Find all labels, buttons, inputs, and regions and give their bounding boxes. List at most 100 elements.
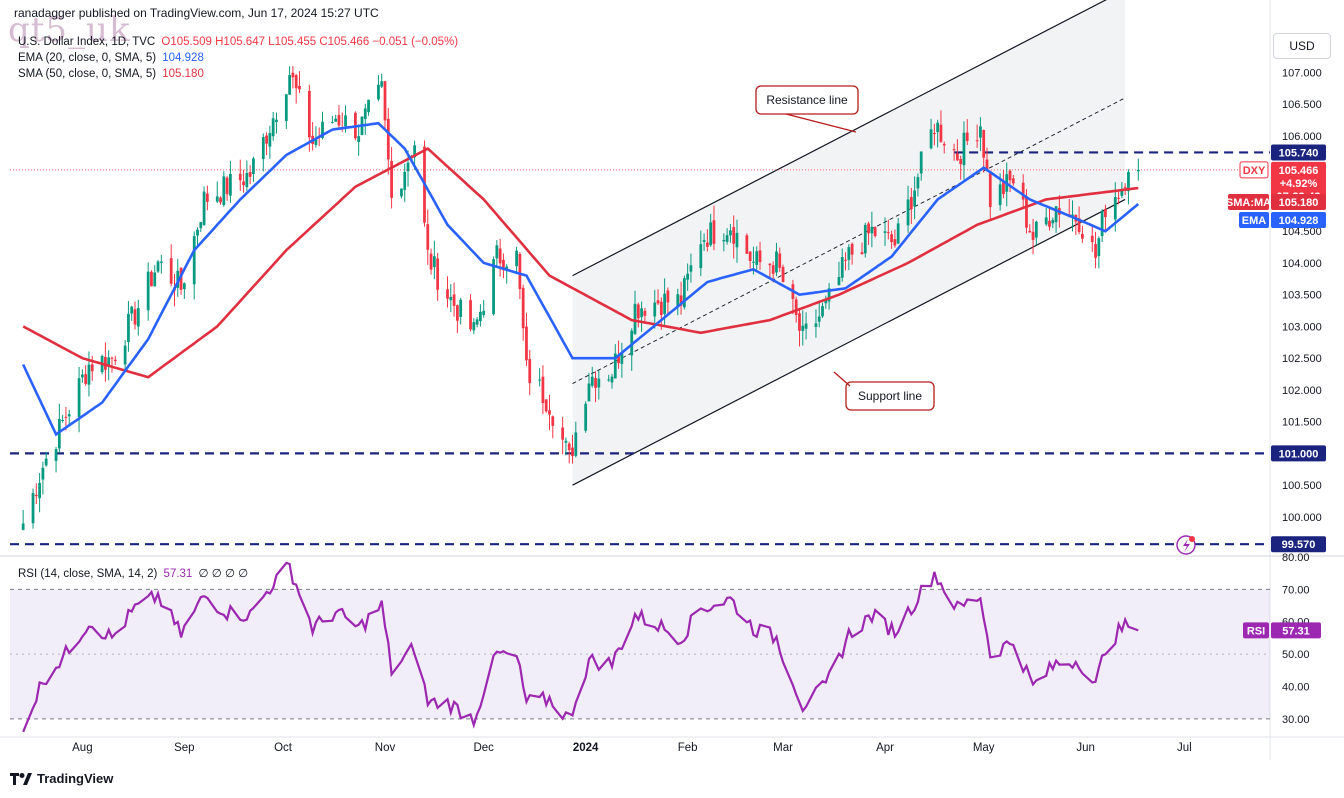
candle-body [337,114,341,126]
candle-body [837,277,841,286]
rsi-line [22,561,1139,733]
candle-body [590,376,594,386]
candle-body [242,181,245,186]
price-tag-level-box [1271,536,1326,553]
candle-body [676,294,680,307]
resistance-callout-box [755,85,859,115]
candle-body [544,399,548,412]
ema20-line [22,121,1140,437]
candle-body [909,197,913,210]
price-tag-sma-name-label: SMA:MA [1226,197,1271,209]
price-tick-label: 100.000 [1282,512,1322,524]
candle-body [929,129,933,149]
alert-icon-dot [1189,536,1195,542]
legend-ohlc: O105.509 H105.647 L105.455 C105.466 −0.0… [161,36,459,48]
candle-body [377,84,380,100]
time-tick-label: May [973,742,995,754]
candle-body [475,319,479,325]
candle-body [840,257,844,278]
price-tag-sma-name-box [1228,194,1269,211]
candle-body [890,234,893,243]
candle-body [1127,171,1130,192]
time-tick-label: Feb [678,742,698,754]
candle-body [959,158,963,165]
candle-body [844,259,847,261]
support-callout-label: Support line [858,389,922,403]
candle-body [610,376,614,383]
candle-body [847,247,851,260]
candle-body [1094,244,1097,258]
candle-body [827,288,831,302]
legend-ema-value: 104.928 [162,52,204,64]
price-tag-level-box [1271,445,1326,462]
candle-body [403,171,407,190]
candle-body [893,239,897,246]
time-tick-label: Sep [174,742,194,754]
candle-body [505,266,509,270]
candle-body [357,136,361,143]
candle-body [607,379,611,381]
candle-body [1097,238,1101,257]
candle-body [104,356,107,370]
candle-body [298,85,301,90]
price-tag-last-box [1271,161,1326,178]
candle-body [199,222,203,229]
tradingview-brand[interactable]: TradingView [10,771,113,786]
price-tag-sma-box [1271,194,1326,211]
price-tick-label: 104.000 [1282,258,1322,270]
candle-body [268,132,272,147]
candle-body [916,177,920,189]
resistance-callout-pointer [785,113,857,133]
candle-body [896,223,900,244]
candle-body [663,293,667,315]
candle-body [123,345,127,365]
candle-body [113,359,117,362]
candle-body [906,199,910,226]
candle-body [1117,197,1120,199]
price-tag-sma-label: 105.180 [1279,197,1319,209]
candle-body [988,173,992,208]
candle-body [1100,211,1104,237]
legend-rsi-row[interactable]: RSI (14, close, SMA, 14, 2) 57.31 ∅ ∅ ∅ … [18,566,251,580]
price-tag-symbol-label: DXY [1243,165,1266,177]
candle-body [479,311,482,322]
candle-body [873,227,877,237]
legend-sma-row[interactable]: SMA (50, close, 0, SMA, 5) 105.180 [18,68,207,80]
candle-body [748,251,752,261]
candle-body [594,378,597,388]
candle-body [686,273,690,280]
candle-body [222,176,226,206]
candle-body [640,308,643,318]
price-tag-level-label: 101.000 [1279,448,1319,460]
candle-body [525,326,528,361]
candle-body [584,403,588,431]
candle-body [498,248,502,264]
candle-body [1008,170,1012,181]
time-tick-label: Aug [72,742,92,754]
legend-symbol-row[interactable]: U.S. Dollar Index, 1D, TVC O105.509 H105… [18,36,461,48]
candle-body [265,135,268,144]
rsi-name-tag-label: RSI [1247,625,1265,637]
currency-button[interactable]: USD [1273,33,1331,59]
legend-ema-row[interactable]: EMA (20, close, 0, SMA, 5) 104.928 [18,52,207,64]
price-tick-label: 102.500 [1282,353,1322,365]
candle-body [156,261,160,272]
candle-body [1123,186,1127,188]
candle-body [1021,182,1025,200]
candle-body [817,316,821,322]
price-tag-symbol-box [1239,161,1269,179]
candle-body [870,226,874,234]
rsi-name-tag-box [1243,622,1269,639]
candle-body [564,440,568,443]
candle-body [291,72,295,78]
candle-body [699,244,703,269]
candle-body [1054,206,1058,223]
candle-body [146,271,150,311]
candle-body [804,323,808,329]
candle-body [169,258,173,284]
candle-body [150,271,153,287]
candle-body [561,427,565,440]
candle-body [44,458,48,466]
candle-body [1034,221,1038,238]
